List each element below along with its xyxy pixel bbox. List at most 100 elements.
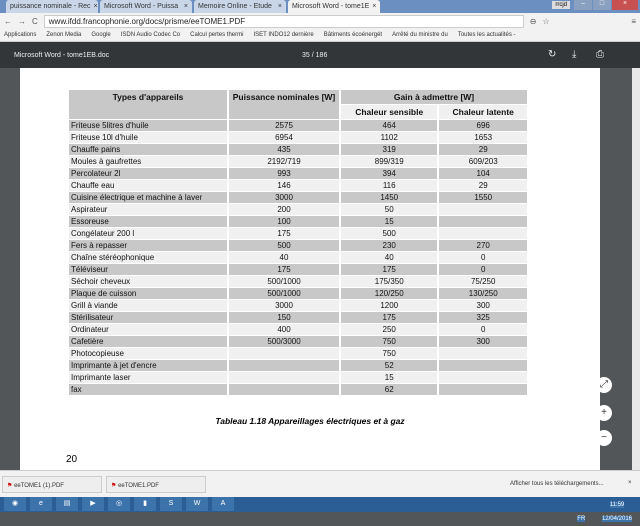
cell-power: 500/1000 [229,288,339,299]
table-row: Imprimante laser 15 [69,372,527,383]
reload-icon[interactable]: C [32,17,38,26]
cell-sensible: 750 [341,348,438,359]
zoom-icon[interactable]: ⊖ [529,17,537,26]
print-icon[interactable]: ⎙ [596,49,604,60]
cell-power: 150 [229,312,339,323]
menu-icon[interactable]: ≡ [631,17,636,26]
cell-latent: 0 [439,324,527,335]
zoom-in-button[interactable]: + [596,405,612,421]
cell-power: 146 [229,180,339,191]
maximize-button[interactable]: □ [593,0,611,10]
rotate-icon[interactable]: ↻ [548,49,557,60]
close-icon[interactable]: × [93,3,98,10]
fit-page-button[interactable]: ⤢ [596,377,612,393]
url-input[interactable]: www.ifdd.francophonie.org/docs/prisme/ee… [43,15,524,28]
ie-icon[interactable]: e [30,497,52,511]
bookmark[interactable]: Bâtiments écoénergét [323,32,383,38]
download-bar: ⚑ eeTOME1 (1).PDF ⚑ eeTOME1.PDF Afficher… [0,470,640,497]
bookmarks-bar: Applications Zenon Media Google ISDN Aud… [0,30,640,42]
window-close-button[interactable]: × [612,0,638,10]
app-icon[interactable]: ▮ [134,497,156,511]
explorer-icon[interactable]: ▤ [56,497,78,511]
cell-latent: 75/250 [439,276,527,287]
table-row: Fers à repasser 500 230 270 [69,240,527,251]
cell-type: fax [69,384,227,395]
user-badge[interactable]: rrcjd [552,1,570,9]
current-page[interactable]: 35 [302,52,310,59]
page-separator: / [311,52,314,59]
bookmark[interactable]: Zenon Media [46,32,82,38]
close-icon[interactable]: × [183,3,188,10]
chrome-icon[interactable]: ◎ [108,497,130,511]
cell-sensible: 175 [341,312,438,323]
browser-tab[interactable]: Memoire Online - Etude × [194,0,286,13]
bookmark[interactable]: Arrêté du ministre du [392,32,448,38]
cell-latent: 300 [439,336,527,347]
cell-type: Téléviseur [69,264,227,275]
browser-tab[interactable]: Microsoft Word - Puissa × [100,0,192,13]
cell-type: Percolateur 2l [69,168,227,179]
system-tray: FR 11:59 12/04/2016 [577,498,632,526]
bookmark[interactable]: Applications [4,32,37,38]
clock-time[interactable]: 11:59 [609,502,625,508]
tab-label: Microsoft Word - Puissa [104,3,179,10]
header-sensible: Chaleur sensible [341,105,438,119]
cell-power: 500/3000 [229,336,339,347]
cell-sensible: 500 [341,228,438,239]
bookmark[interactable]: Toutes les actualités - [457,32,516,38]
cell-power: 500/1000 [229,276,339,287]
cell-sensible: 52 [341,360,438,371]
back-icon[interactable]: ← [4,17,12,26]
show-all-downloads-link[interactable]: Afficher tous les téléchargements... [510,481,604,487]
cell-sensible: 116 [341,180,438,191]
tab-label: puissance nominale - Rec [10,3,91,10]
table-row: Moules à gaufrettes 2192/719 899/319 609/20… [69,156,527,167]
cell-power [229,348,339,359]
cell-power [229,372,339,383]
address-bar: ← → C www.ifdd.francophonie.org/docs/prism… [0,13,640,30]
header-gain: Gain à admettre [W] [341,90,527,104]
header-latent: Chaleur latente [439,105,527,119]
close-download-bar-icon[interactable]: × [628,480,632,486]
cell-power: 175 [229,228,339,239]
cell-latent: 0 [439,264,527,275]
cell-type: Aspirateur [69,204,227,215]
skype-icon[interactable]: S [160,497,182,511]
cell-type: Photocopieuse [69,348,227,359]
cell-latent: 130/250 [439,288,527,299]
minimize-button[interactable]: – [574,0,592,10]
cell-sensible: 750 [341,336,438,347]
pdf-title: Microsoft Word - tome1EB.doc [14,52,110,59]
zoom-out-button[interactable]: − [596,430,612,446]
start-button[interactable]: ◉ [4,497,26,511]
bookmark[interactable]: ISET INDO12 dernière [253,32,314,38]
cell-latent: 0 [439,252,527,263]
cell-type: Imprimante à jet d'encre [69,360,227,371]
scrollbar[interactable] [632,68,640,470]
cell-type: Fers à repasser [69,240,227,251]
table-caption: Tableau 1.18 Appareillages électriques e… [215,416,405,426]
download-icon[interactable]: ⤓ [572,49,577,60]
bookmark[interactable]: Google [91,32,111,38]
cell-sensible: 175 [341,264,438,275]
star-icon[interactable]: ☆ [542,17,550,26]
media-icon[interactable]: ▶ [82,497,104,511]
bookmark[interactable]: ISDN Audio Codec Co [120,32,181,38]
cell-latent: 29 [439,144,527,155]
close-icon[interactable]: × [277,3,282,10]
download-item[interactable]: ⚑ eeTOME1.PDF [106,476,206,493]
forward-icon[interactable]: → [18,17,26,26]
cell-type: Moules à gaufrettes [69,156,227,167]
download-item[interactable]: ⚑ eeTOME1 (1).PDF [2,476,102,493]
clock-date[interactable]: 12/04/2016 [601,516,632,522]
bookmark[interactable]: Calcul pertes thermi [190,32,244,38]
cell-latent [439,228,527,239]
language-indicator[interactable]: FR [577,516,586,522]
close-icon[interactable]: × [372,3,377,10]
acrobat-icon[interactable]: A [212,497,234,511]
browser-tab-active[interactable]: Microsoft Word - tome1E × [288,0,380,13]
cell-sensible: 120/250 [341,288,438,299]
word-icon[interactable]: W [186,497,208,511]
browser-tab[interactable]: puissance nominale - Rec × [6,0,98,13]
page-indicator: 35 / 186 [302,52,327,59]
